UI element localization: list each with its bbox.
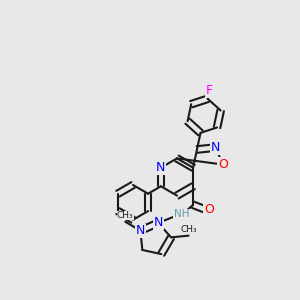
Text: O: O (204, 203, 214, 216)
Text: CH₃: CH₃ (180, 225, 197, 234)
Text: N: N (136, 224, 145, 237)
Text: F: F (206, 84, 213, 97)
Text: CH₃: CH₃ (117, 211, 134, 220)
Text: N: N (211, 141, 220, 154)
Text: N: N (154, 216, 163, 230)
Text: NH: NH (174, 209, 189, 219)
Text: N: N (156, 161, 166, 174)
Text: O: O (218, 158, 228, 171)
